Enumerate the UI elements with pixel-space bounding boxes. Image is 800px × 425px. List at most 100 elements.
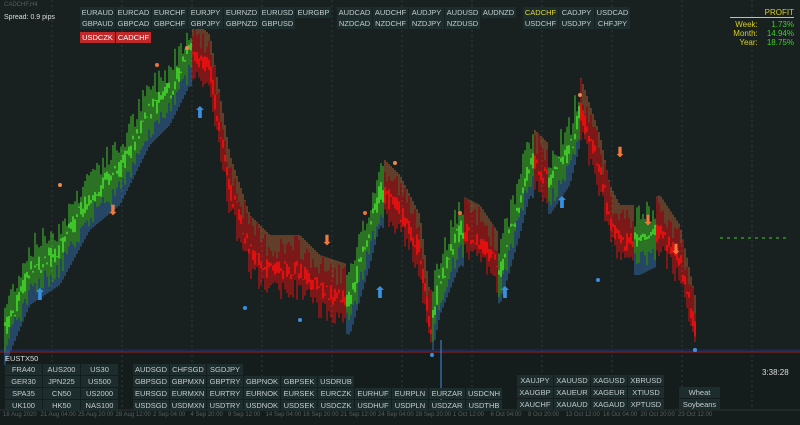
symbol-button[interactable]: US2000 [81,388,118,399]
symbol-button[interactable]: XAUCHF [517,399,553,410]
symbol-button[interactable]: EURTRY [207,388,243,399]
symbol-button[interactable]: NAS100 [81,400,118,411]
symbol-button[interactable]: GBPJPY [188,18,223,29]
symbol-button[interactable]: EURZAR [429,388,465,399]
symbol-button[interactable]: EURCZK [318,388,354,399]
symbol-button[interactable]: SPA35 [5,388,42,399]
symbol-button[interactable]: GBPNOK [244,376,280,387]
symbol-button[interactable]: NZDCHF [373,18,408,29]
symbol-button[interactable]: GBPUSD [260,18,295,29]
symbol-button[interactable]: USDCAD [595,7,630,18]
symbol-button[interactable]: CADCHF [523,7,558,18]
symbol-button[interactable]: GBPTRY [207,376,243,387]
symbol-button[interactable]: NZDCAD [337,18,372,29]
symbol-button[interactable]: EURNOK [244,388,280,399]
symbol-button[interactable]: GER30 [5,376,42,387]
symbol-button[interactable]: USDCZK [80,32,115,43]
candle-body [130,145,132,158]
symbol-button[interactable]: AUDSGD [133,364,169,375]
symbol-button[interactable]: AUS200 [43,364,80,375]
symbol-button[interactable]: GBPMXN [170,376,206,387]
symbol-button[interactable]: NZDUSD [445,18,480,29]
symbol-button[interactable]: XAUJPY [517,375,553,386]
candle-body [644,234,646,240]
symbol-button[interactable]: EURMXN [170,388,206,399]
candle-body [400,219,402,223]
candle-body [292,274,294,276]
symbol-button[interactable]: GBPCHF [152,18,187,29]
symbol-button[interactable]: EURCAD [116,7,151,18]
candle-body [62,237,64,253]
candle-body [404,217,406,227]
symbol-button[interactable]: JPN225 [43,376,80,387]
symbol-button[interactable]: XTIUSD [628,387,664,398]
symbol-button[interactable]: AUDCHF [373,7,408,18]
symbol-button[interactable]: CHFSGD [170,364,206,375]
symbol-button[interactable]: XAGUSD [591,375,627,386]
symbol-button[interactable]: USDPLN [392,400,428,411]
symbol-button[interactable]: EURUSD [260,7,295,18]
symbol-button[interactable]: AUDNZD [481,7,516,18]
symbol-button[interactable]: CADCHF [116,32,151,43]
symbol-button[interactable]: EURJPY [188,7,223,18]
symbol-button[interactable]: USDHUF [355,400,391,411]
symbol-button[interactable]: GBPCAD [116,18,151,29]
symbol-button[interactable]: USDCHF [523,18,558,29]
symbol-button[interactable]: SGDJPY [207,364,243,375]
symbol-button[interactable]: USDJPY [559,18,594,29]
symbol-button[interactable]: USDTHB [466,400,502,411]
symbol-button[interactable]: EURAUD [80,7,115,18]
symbol-button[interactable]: FRA40 [5,364,42,375]
symbol-button[interactable]: USDSGD [133,400,169,411]
symbol-button[interactable]: EURSGD [133,388,169,399]
symbol-button[interactable]: EURCHF [152,7,187,18]
candle-body [578,106,580,119]
symbol-button[interactable]: XAUGBP [517,387,553,398]
symbol-button[interactable]: AUDCAD [337,7,372,18]
symbol-button[interactable]: XPTUSD [628,399,664,410]
candle-body [530,158,532,165]
symbol-button[interactable]: XAUAUD [554,399,590,410]
symbol-button[interactable]: UK100 [5,400,42,411]
symbol-button[interactable]: US500 [81,376,118,387]
symbol-button[interactable]: EURPLN [392,388,428,399]
x-axis-label: 14 Sep 04:00 [265,412,302,418]
symbol-button[interactable]: USDMXN [170,400,206,411]
symbol-button[interactable]: HK50 [43,400,80,411]
symbol-button[interactable]: USDCZK [318,400,354,411]
symbol-button[interactable]: EURGBP [296,7,331,18]
symbol-button[interactable]: XAGAUD [591,399,627,410]
candle-body [618,230,620,239]
symbol-button[interactable]: CHFJPY [595,18,630,29]
symbol-button[interactable]: EURHUF [355,388,391,399]
symbol-button[interactable]: USDNOK [244,400,280,411]
symbol-button[interactable]: USDSEK [281,400,317,411]
candle-body [348,291,350,307]
symbol-button[interactable]: USDRUB [318,376,354,387]
symbol-button[interactable]: USDZAR [429,400,465,411]
symbol-button[interactable]: XAUUSD [554,375,590,386]
symbol-button[interactable]: GBPNZD [224,18,259,29]
symbol-button[interactable]: CN50 [43,388,80,399]
symbol-button[interactable]: GBPAUD [80,18,115,29]
candle-body [478,244,480,250]
symbol-button[interactable]: XAGEUR [591,387,627,398]
symbol-button[interactable]: GBPSEK [281,376,317,387]
symbol-button[interactable]: EURSEK [281,388,317,399]
symbol-button[interactable]: XAUEUR [554,387,590,398]
symbol-button[interactable]: Soybeans [679,399,720,410]
candle-body [664,232,666,236]
symbol-button[interactable]: US30 [81,364,118,375]
symbol-button[interactable]: XBRUSD [628,375,664,386]
symbol-button[interactable]: CADJPY [559,7,594,18]
symbol-button[interactable]: AUDJPY [409,7,444,18]
symbol-button[interactable]: USDTRY [207,400,243,411]
symbol-button[interactable]: AUDUSD [445,7,480,18]
symbol-button[interactable]: USDCNH [466,388,502,399]
symbol-button[interactable]: NZDJPY [409,18,444,29]
candle-body [318,286,320,289]
symbol-button[interactable]: GBPSGD [133,376,169,387]
symbol-button[interactable]: Wheat [679,387,720,398]
symbol-button[interactable]: EURNZD [224,7,259,18]
